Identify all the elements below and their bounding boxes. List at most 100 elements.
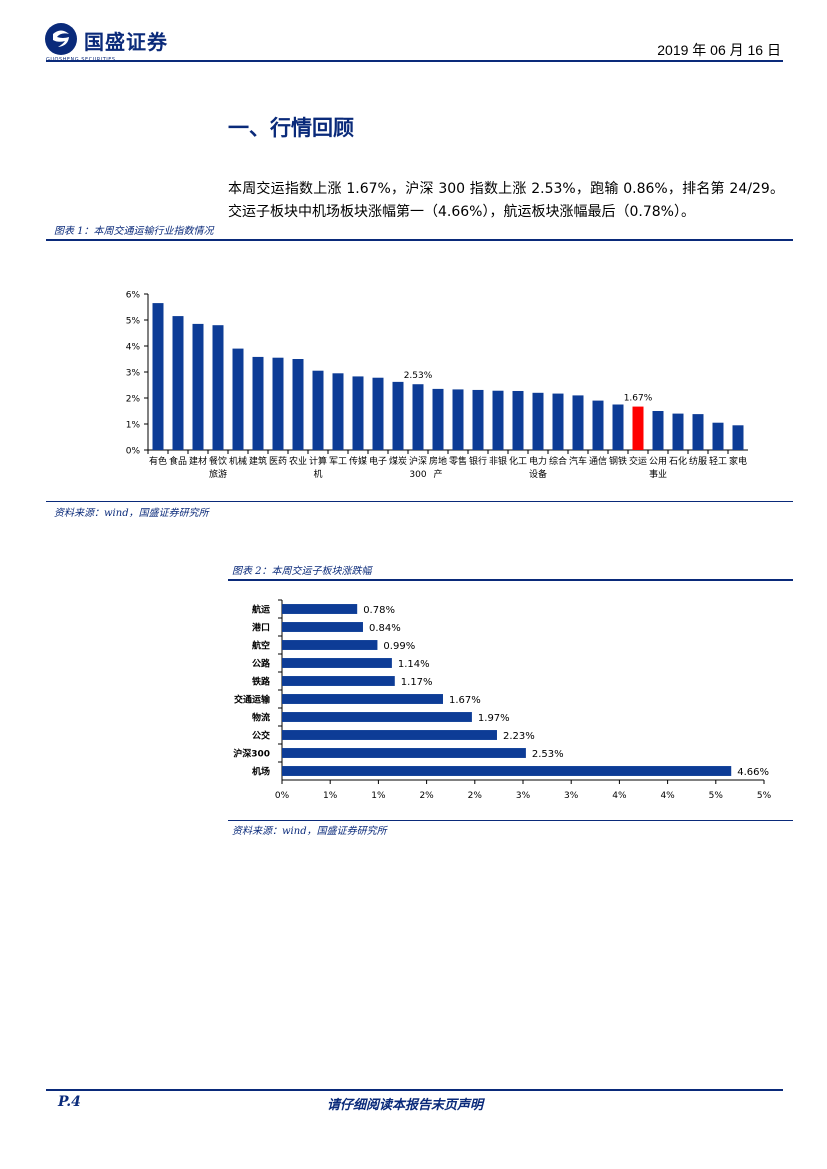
data-label: 1.17% — [401, 677, 433, 688]
y-category-label: 物流 — [252, 712, 270, 724]
y-tick-label: 0% — [126, 447, 141, 457]
page-number: P.4 — [58, 1094, 81, 1110]
data-label: 2.23% — [503, 731, 535, 742]
subsector-horizontal-bar-chart: 航运 0.78% 港口 0.84% 航空 0.99% 公路 1.14% 铁路 1.17% 交通运输 1… — [233, 599, 772, 801]
bar-餐饮旅游 — [212, 325, 224, 450]
figure2-bottom-rule — [228, 820, 793, 821]
bar-建材 — [192, 323, 204, 450]
data-label: 1.67% — [624, 394, 653, 404]
x-tick-label: 旅游 — [209, 468, 227, 480]
x-tick-label: 纺服 — [689, 455, 707, 467]
figure1-top-rule — [46, 239, 793, 241]
report-date: 2019 年 06 月 16 日 — [657, 42, 781, 58]
y-tick-label: 5% — [126, 317, 141, 327]
x-tick-label: 煤炭 — [389, 455, 407, 467]
x-tick-label: 军工 — [329, 456, 347, 467]
x-tick-label: 钢铁 — [609, 455, 627, 467]
bar-电力设备 — [532, 392, 544, 450]
y-category-label: 铁路 — [252, 676, 271, 688]
bar-汽车 — [572, 395, 584, 450]
x-tick-label: 3% — [564, 791, 579, 801]
x-tick-label: 农业 — [289, 455, 307, 467]
x-tick-label: 300 — [409, 470, 426, 480]
y-category-label: 沪深300 — [233, 748, 270, 760]
x-tick-label: 有色 — [149, 455, 167, 467]
y-category-label: 公交 — [252, 730, 270, 742]
bar-军工 — [332, 373, 344, 450]
x-tick-label: 机 — [313, 468, 322, 480]
x-tick-label: 建材 — [189, 455, 207, 467]
x-tick-label: 沪深 — [409, 455, 427, 467]
data-label: 1.14% — [398, 659, 430, 670]
x-tick-label: 非银 — [489, 455, 507, 467]
y-tick-label: 3% — [126, 369, 141, 379]
x-tick-label: 1% — [371, 791, 386, 801]
bar-轻工 — [712, 422, 724, 450]
bar-沪深300 — [412, 384, 424, 450]
bar-公用事业 — [652, 411, 664, 450]
x-tick-label: 2% — [468, 791, 483, 801]
x-tick-label: 银行 — [469, 455, 487, 467]
bar-化工 — [512, 390, 524, 450]
figure2-top-rule — [228, 579, 793, 581]
figure1-bottom-rule — [46, 501, 793, 502]
data-label: 1.97% — [478, 713, 510, 724]
bar-计算机 — [312, 370, 324, 450]
section-title: 一、行情回顾 — [228, 115, 354, 140]
x-tick-label: 2% — [419, 791, 434, 801]
bar-石化 — [672, 413, 684, 450]
x-tick-label: 1% — [323, 791, 338, 801]
bar-钢铁 — [612, 404, 624, 450]
x-tick-label: 餐饮 — [209, 455, 227, 467]
data-label: 2.53% — [532, 749, 564, 760]
y-category-label: 港口 — [252, 622, 270, 634]
x-tick-label: 传媒 — [349, 455, 367, 467]
figure2-source: 资料来源：wind，国盛证券研究所 — [232, 826, 387, 837]
bar-交运 — [632, 406, 644, 450]
x-tick-label: 产 — [433, 468, 442, 480]
x-tick-label: 4% — [612, 791, 627, 801]
x-tick-label: 轻工 — [709, 455, 727, 467]
x-tick-label: 5% — [757, 791, 772, 801]
x-tick-label: 医药 — [269, 456, 287, 467]
bar-建筑 — [252, 356, 264, 450]
bar-机场 — [282, 766, 732, 776]
summary-paragraph: 本周交运指数上涨 1.67%，沪深 300 指数上涨 2.53%，跑输 0.86… — [228, 181, 784, 220]
figure1-source: 资料来源：wind，国盛证券研究所 — [54, 508, 209, 519]
bar-交通运输 — [282, 694, 443, 704]
bar-银行 — [472, 389, 484, 450]
bar-公路 — [282, 658, 392, 668]
industry-index-bar-chart: 0%1%2%3%4%5%6%有色 食品 建材 餐饮旅游机械 建筑 医药 农业 计算机军工 传媒电… — [126, 291, 748, 480]
bar-航运 — [282, 604, 358, 614]
x-tick-label: 汽车 — [569, 455, 587, 467]
bar-港口 — [282, 622, 363, 632]
company-logo-icon — [45, 23, 77, 55]
x-tick-label: 电力 — [529, 455, 547, 467]
x-tick-label: 设备 — [529, 468, 547, 480]
disclaimer-note: 请仔细阅读本报告末页声明 — [327, 1098, 484, 1113]
y-tick-label: 4% — [126, 343, 141, 353]
bar-房地产 — [432, 388, 444, 450]
data-label: 0.78% — [363, 605, 395, 616]
bar-家电 — [732, 425, 744, 450]
y-tick-label: 2% — [126, 395, 141, 405]
x-tick-label: 3% — [516, 791, 531, 801]
y-category-label: 公路 — [252, 658, 271, 670]
bar-通信 — [592, 400, 604, 450]
x-tick-label: 机械 — [229, 455, 247, 467]
bar-纺服 — [692, 414, 704, 450]
data-label: 2.53% — [404, 371, 433, 381]
x-tick-label: 家电 — [729, 455, 747, 467]
x-tick-label: 通信 — [589, 455, 607, 467]
bar-有色 — [152, 303, 164, 450]
x-tick-label: 零售 — [449, 455, 467, 467]
figure1-caption: 图表 1：本周交通运输行业指数情况 — [54, 226, 214, 237]
x-tick-label: 食品 — [169, 455, 187, 467]
x-tick-label: 建筑 — [249, 455, 267, 467]
bar-沪深300 — [282, 748, 526, 758]
x-tick-label: 综合 — [549, 455, 567, 467]
x-tick-label: 化工 — [509, 455, 527, 467]
bar-综合 — [552, 393, 564, 450]
bar-食品 — [172, 316, 184, 450]
y-category-label: 交通运输 — [234, 694, 271, 706]
